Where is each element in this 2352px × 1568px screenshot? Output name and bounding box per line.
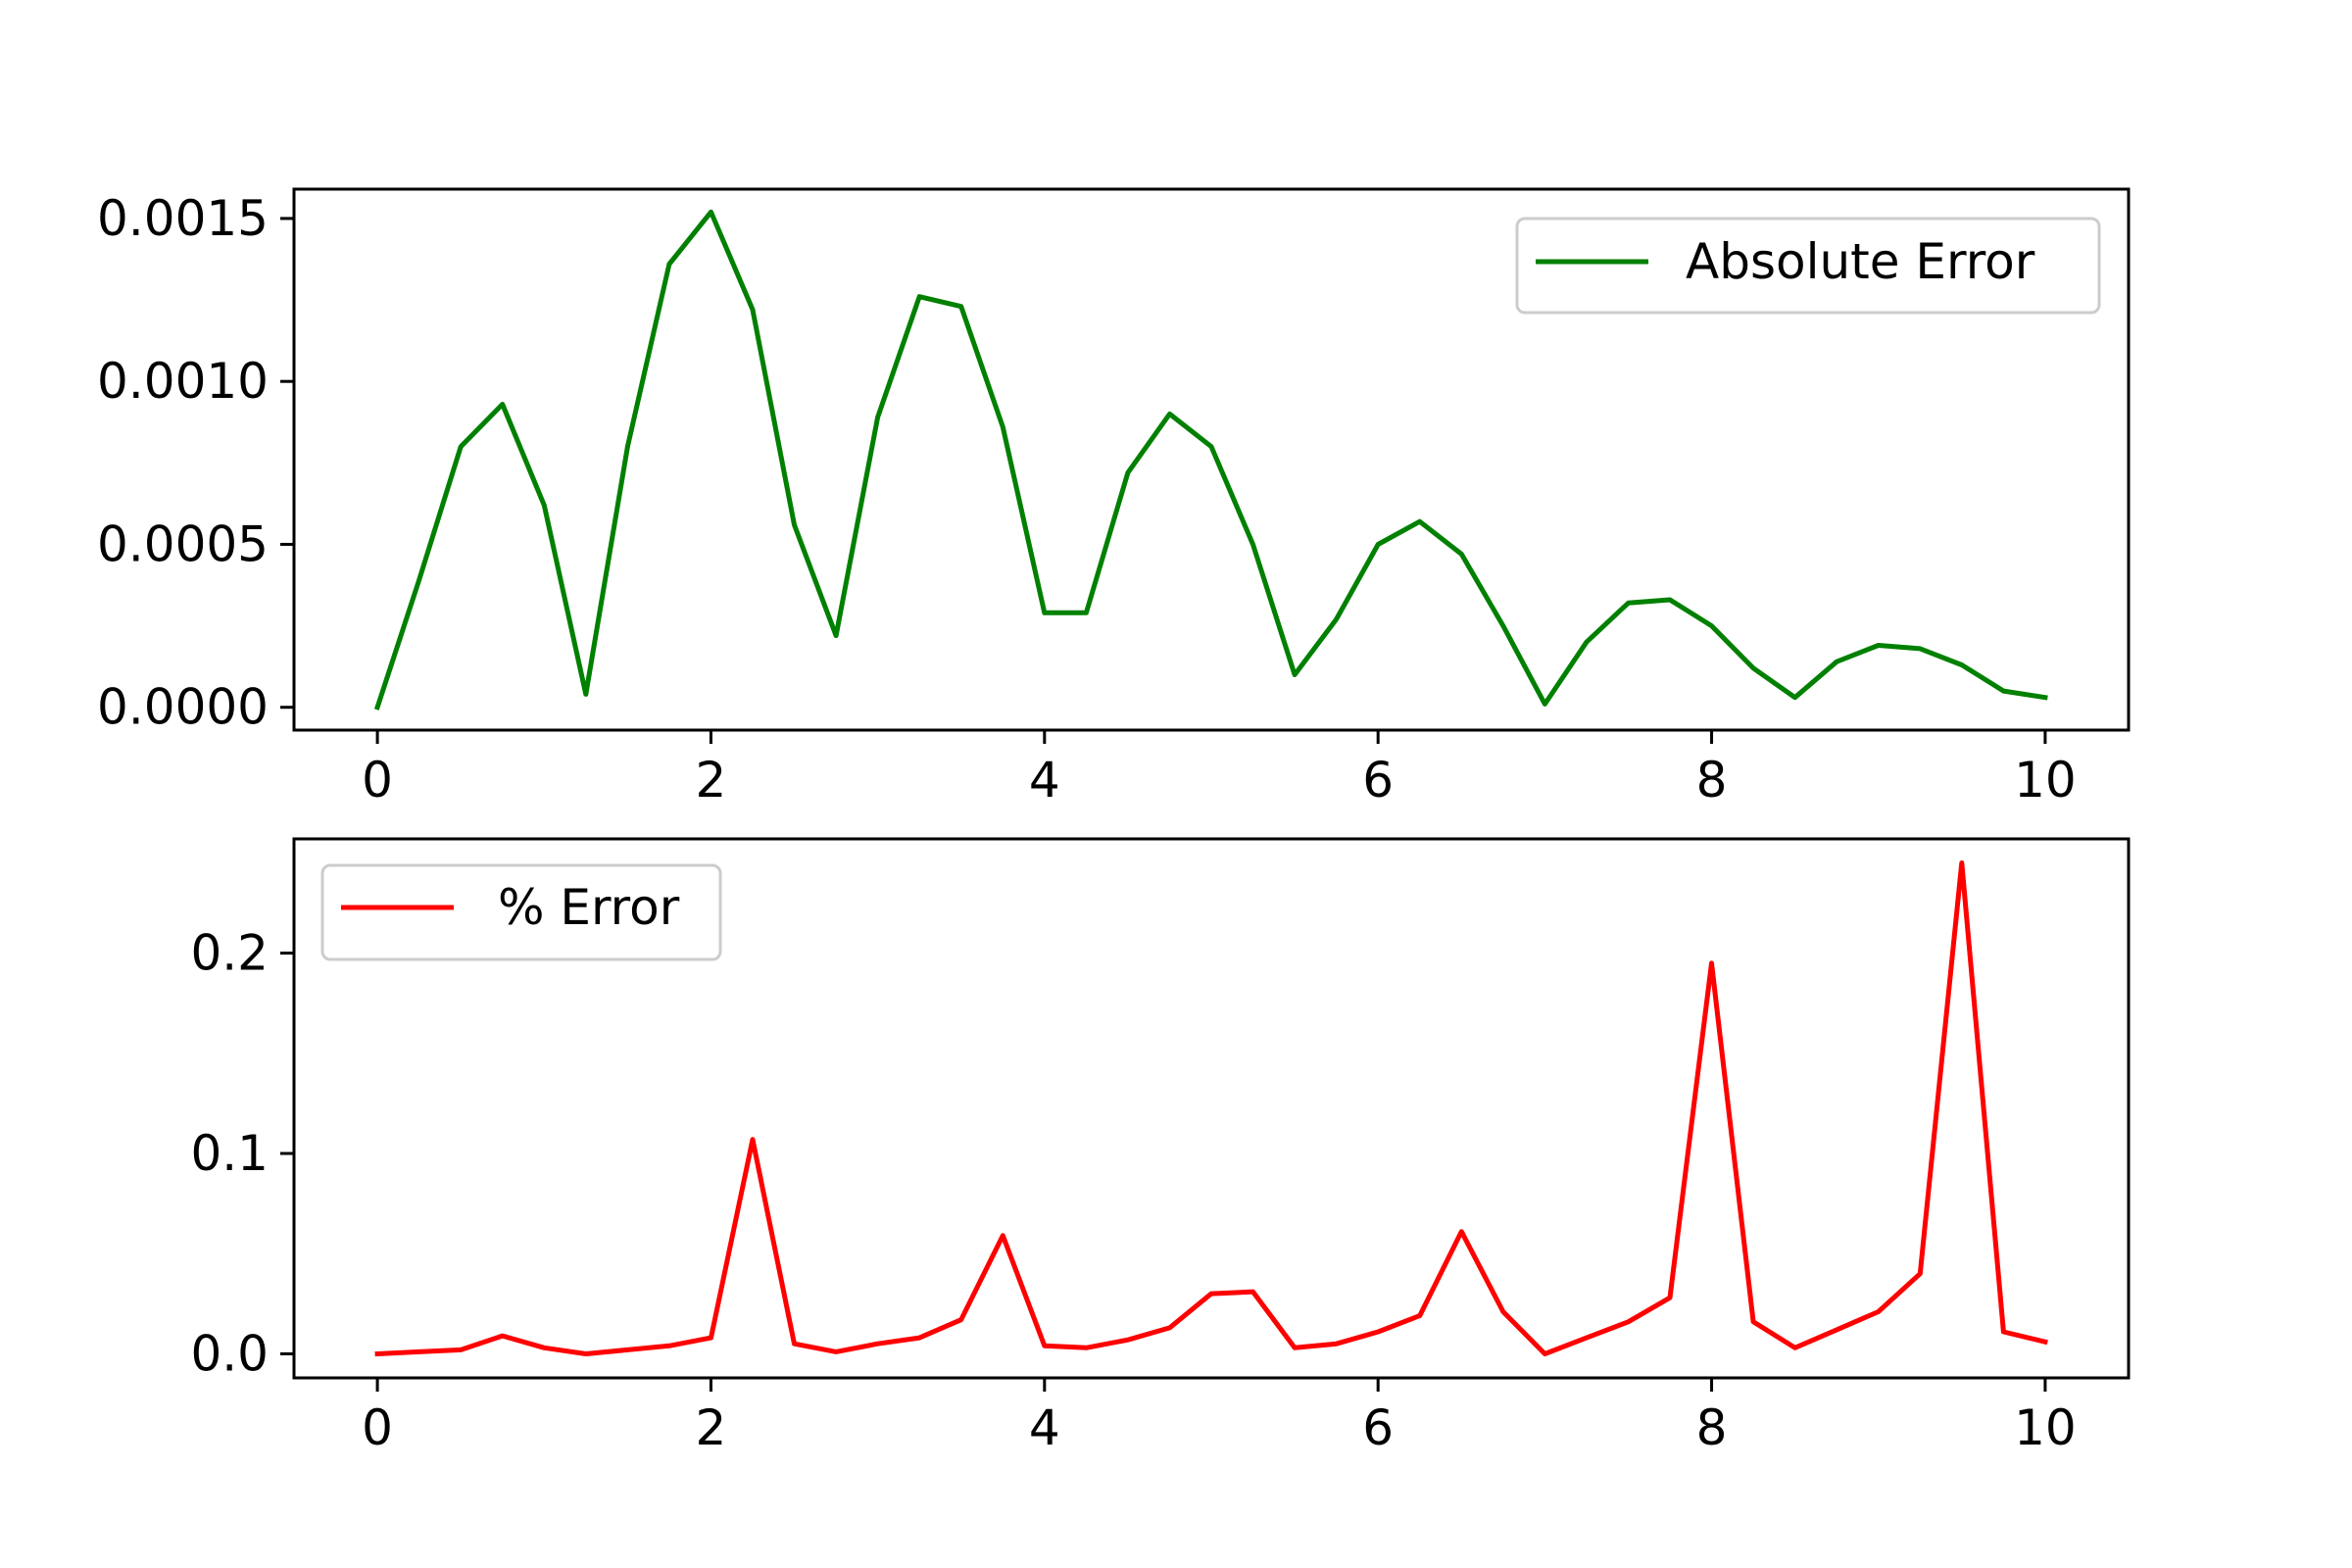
percent-error-x-tick-label: 10 bbox=[2014, 1399, 2077, 1456]
percent-error-y-tick-label: 0.0 bbox=[190, 1325, 269, 1382]
absolute-error-legend-label: Absolute Error bbox=[1686, 233, 2035, 290]
percent-error-legend: % Error bbox=[320, 863, 722, 961]
percent-error-x-tick-label: 4 bbox=[1029, 1399, 1060, 1456]
percent-error-series-line bbox=[374, 860, 2048, 1357]
absolute-error-x-tick-label: 2 bbox=[696, 752, 727, 808]
absolute-error-y-tick-label: 0.0010 bbox=[97, 353, 269, 410]
percent-error-x-tick-label: 2 bbox=[696, 1399, 727, 1456]
percent-error-subplot: 0 2 4 6 8 10 0.0 0.1 0.2 bbox=[190, 837, 2131, 1456]
percent-error-axes-frame bbox=[292, 837, 2131, 1380]
percent-error-y-tick-label: 0.2 bbox=[190, 925, 269, 982]
percent-error-legend-box bbox=[320, 863, 722, 961]
absolute-error-axes-frame bbox=[292, 187, 2131, 732]
absolute-error-y-tick-label: 0.0015 bbox=[97, 190, 269, 247]
absolute-error-x-tick-label: 6 bbox=[1362, 752, 1394, 808]
absolute-error-subplot: 0 2 4 6 8 10 0.0000 0.0005 0.0010 0.0015 bbox=[97, 187, 2131, 808]
absolute-error-y-tick-label: 0.0005 bbox=[97, 515, 269, 572]
percent-error-y-tick-label: 0.1 bbox=[190, 1125, 269, 1182]
absolute-error-series-line bbox=[373, 209, 2048, 710]
percent-error-legend-label: % Error bbox=[498, 879, 680, 936]
absolute-error-legend: Absolute Error bbox=[1515, 217, 2101, 315]
absolute-error-x-tick-label: 0 bbox=[362, 752, 393, 808]
absolute-error-x-tick-label: 8 bbox=[1696, 752, 1728, 808]
absolute-error-x-tick-label: 4 bbox=[1029, 752, 1060, 808]
percent-error-x-tick-label: 8 bbox=[1696, 1399, 1728, 1456]
absolute-error-legend-box bbox=[1515, 217, 2101, 315]
absolute-error-y-tick-label: 0.0000 bbox=[97, 679, 269, 736]
absolute-error-x-tick-label: 10 bbox=[2014, 752, 2077, 808]
percent-error-x-tick-label: 0 bbox=[362, 1399, 393, 1456]
percent-error-x-tick-label: 6 bbox=[1362, 1399, 1394, 1456]
